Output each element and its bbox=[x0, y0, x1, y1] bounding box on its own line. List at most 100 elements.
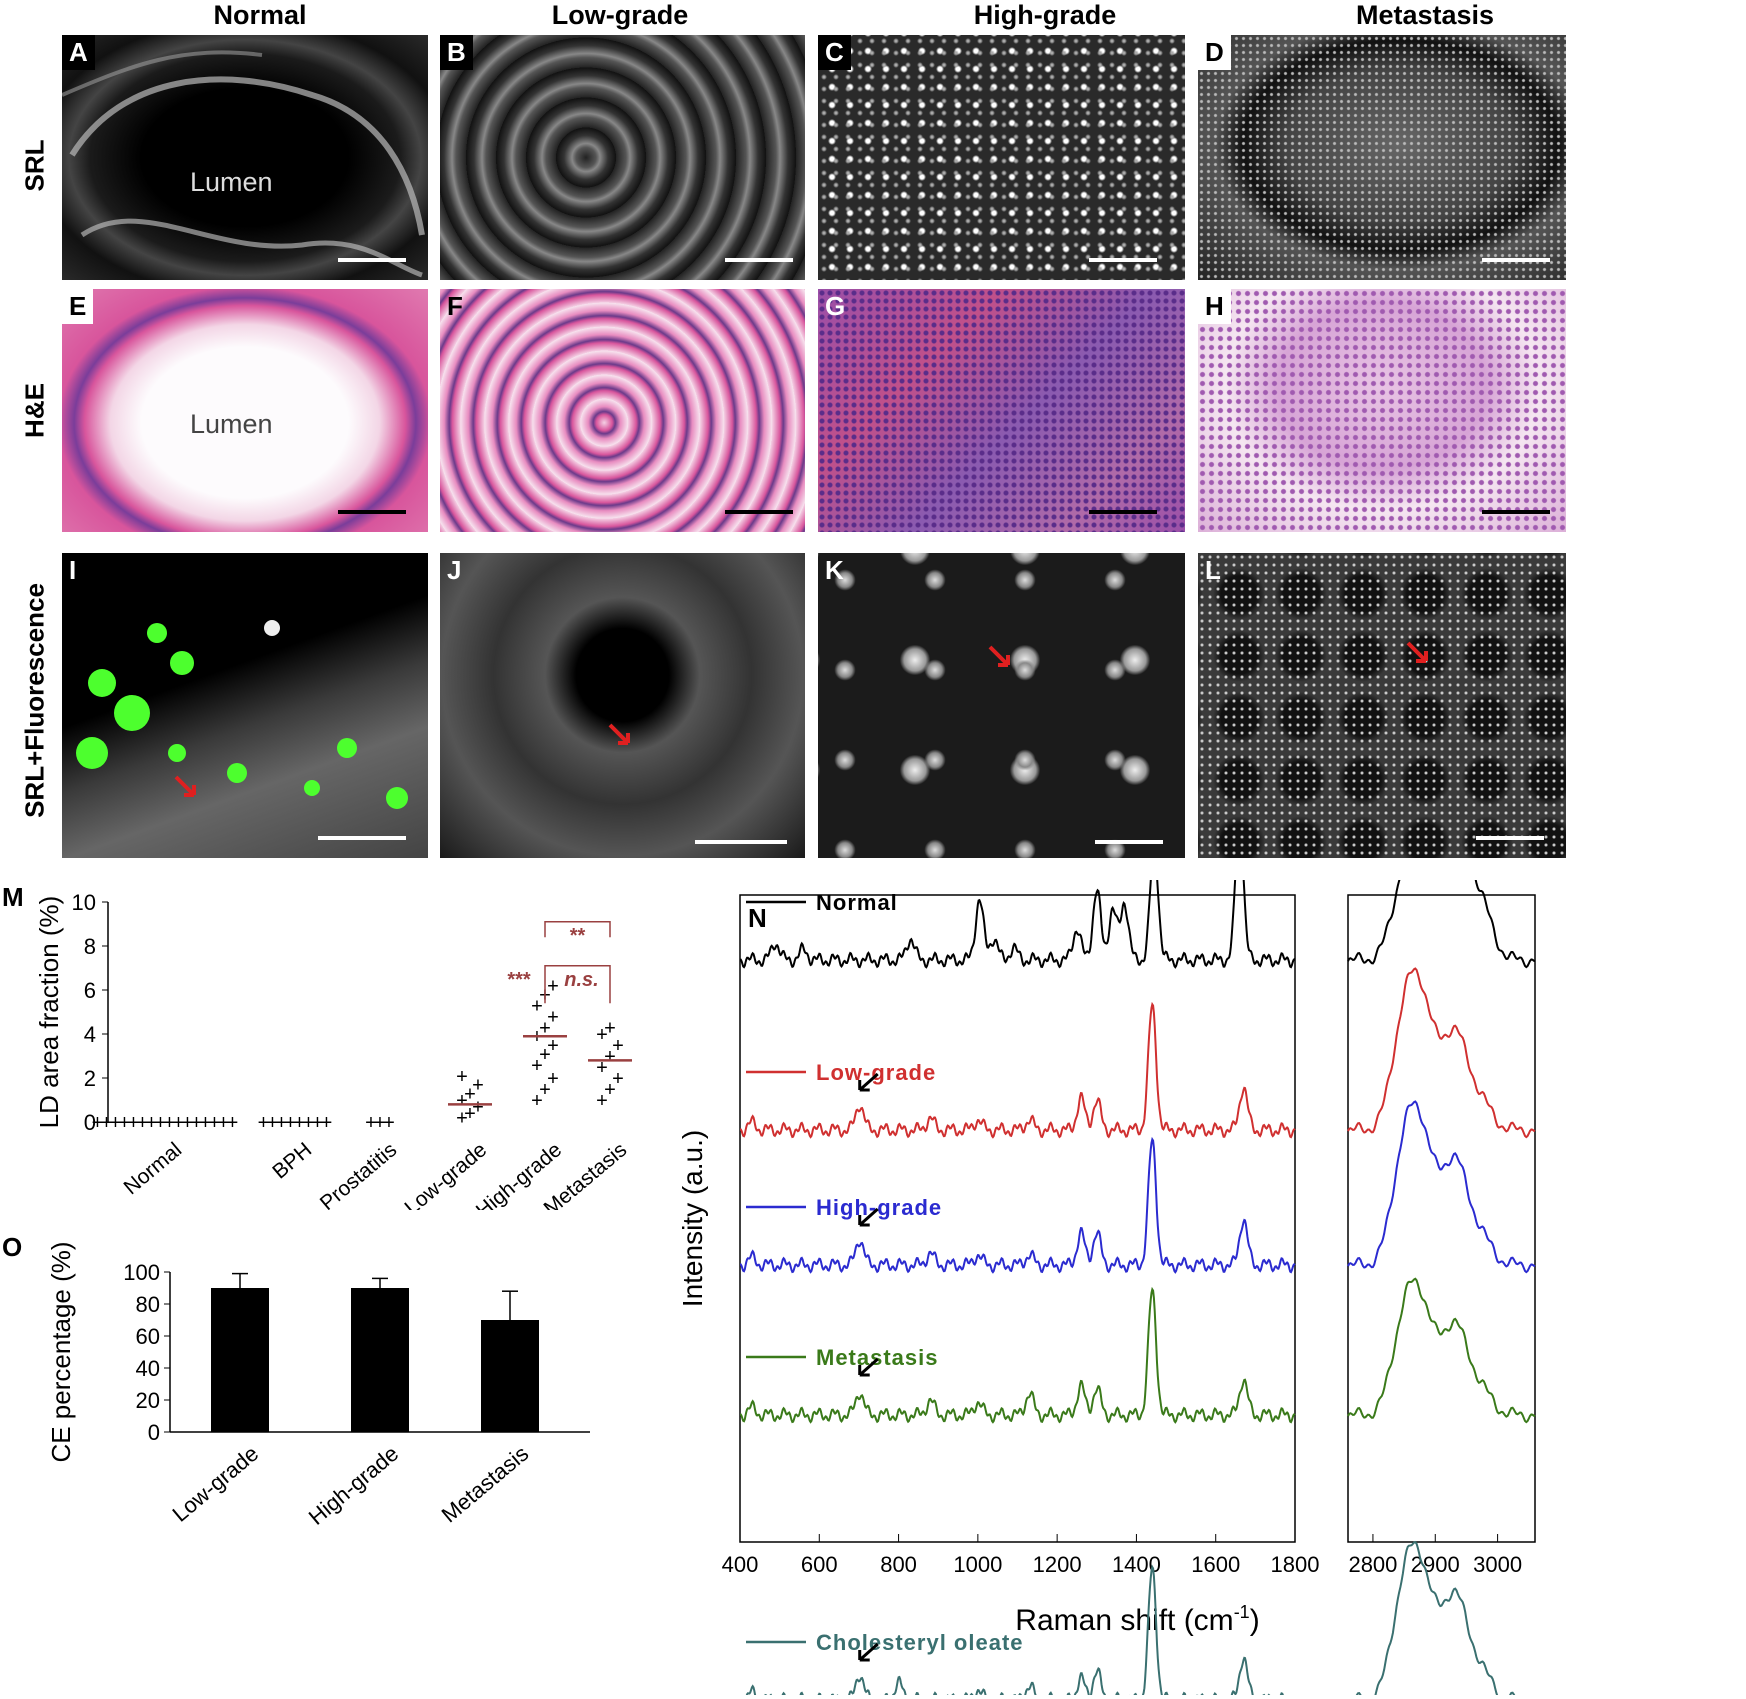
data-point: + bbox=[383, 1112, 395, 1134]
category-label: Metastasis bbox=[437, 1441, 534, 1528]
column-header-metastasis: Metastasis bbox=[1355, 0, 1495, 30]
data-point: + bbox=[596, 1024, 608, 1046]
significance-label: *** bbox=[507, 969, 531, 991]
panel-i-fluor-normal: I bbox=[62, 553, 428, 858]
x-axis-label-close: ) bbox=[1250, 1604, 1260, 1637]
bar bbox=[351, 1288, 409, 1432]
panel-letter-g: G bbox=[825, 291, 846, 321]
data-point: + bbox=[258, 1112, 270, 1134]
data-point: + bbox=[312, 1112, 324, 1134]
data-point: + bbox=[456, 1066, 468, 1088]
black-arrow-icon bbox=[858, 1357, 879, 1377]
panel-letter-k: K bbox=[825, 555, 844, 585]
spectrum-line-left bbox=[739, 1286, 1296, 1424]
significance-label: n.s. bbox=[564, 969, 598, 991]
panel-e-he-normal: E Lumen bbox=[62, 289, 428, 532]
y-tick-label: 0 bbox=[148, 1420, 160, 1445]
row-header-he: H&E bbox=[19, 383, 50, 438]
column-header-high-grade: High-grade bbox=[973, 0, 1117, 30]
right-plot-frame bbox=[1347, 894, 1536, 1543]
data-point: + bbox=[209, 1112, 221, 1134]
scale-bar bbox=[318, 836, 406, 840]
data-point: + bbox=[155, 1112, 167, 1134]
panel-letter-a: A bbox=[62, 35, 95, 70]
y-tick-label: 10 bbox=[72, 890, 96, 915]
panel-k-fluor-high-grade: K bbox=[818, 553, 1185, 858]
x-tick-label: 3000 bbox=[1473, 1552, 1522, 1577]
data-point: + bbox=[547, 1035, 559, 1057]
panel-letter-m: M bbox=[2, 882, 24, 912]
legend-label: Normal bbox=[816, 890, 898, 915]
y-tick-label: 2 bbox=[84, 1066, 96, 1091]
legend-label: Cholesteryl oleate bbox=[816, 1630, 1024, 1655]
panel-a-srl-normal: A Lumen bbox=[62, 35, 428, 280]
data-point: + bbox=[303, 1112, 315, 1134]
y-tick-label: 40 bbox=[136, 1356, 160, 1381]
spectrum-line-left bbox=[745, 1564, 1284, 1695]
data-point: + bbox=[539, 1079, 551, 1101]
data-point: + bbox=[200, 1112, 212, 1134]
legend-label: High-grade bbox=[816, 1195, 942, 1220]
scale-bar bbox=[1482, 510, 1550, 514]
y-tick-label: 6 bbox=[84, 978, 96, 1003]
black-arrow-icon bbox=[858, 1207, 879, 1227]
y-tick-label: 100 bbox=[123, 1260, 160, 1285]
ce-percentage-chart: 0 20 40 60 80 100 CE percentage (%) Low-grade Hi… bbox=[46, 1241, 590, 1530]
green-fluorescence-spots bbox=[76, 620, 408, 809]
data-point: + bbox=[472, 1075, 484, 1097]
legend-label: Low-grade bbox=[816, 1060, 936, 1085]
y-tick-label: 4 bbox=[84, 1022, 96, 1047]
data-point: + bbox=[547, 976, 559, 998]
data-point: + bbox=[547, 1068, 559, 1090]
data-point: + bbox=[276, 1112, 288, 1134]
panel-j-fluor-low-grade: J bbox=[440, 553, 805, 858]
data-point: + bbox=[596, 1090, 608, 1112]
scale-bar bbox=[725, 510, 793, 514]
x-tick-label: 2900 bbox=[1411, 1552, 1460, 1577]
panel-letter-h: H bbox=[1198, 289, 1231, 324]
legend-label: Metastasis bbox=[816, 1345, 939, 1370]
spectrum-line-right bbox=[1347, 1100, 1536, 1274]
red-arrow-icon bbox=[174, 775, 196, 797]
scale-bar bbox=[1095, 840, 1163, 844]
row-header-srl: SRL bbox=[19, 139, 50, 192]
panel-f-he-low-grade: F bbox=[440, 289, 805, 532]
data-point: + bbox=[539, 1044, 551, 1066]
scale-bar bbox=[1482, 258, 1550, 262]
row-header-srl-fluorescence: SRL+Fluorescence bbox=[19, 583, 50, 818]
spectrum-line-right bbox=[1347, 880, 1536, 969]
data-point: + bbox=[119, 1112, 131, 1134]
spectrum-line-left bbox=[739, 1136, 1296, 1274]
data-point: + bbox=[531, 1090, 543, 1112]
y-tick-label: 8 bbox=[84, 934, 96, 959]
data-point: + bbox=[164, 1112, 176, 1134]
data-point: + bbox=[612, 1068, 624, 1090]
data-point: + bbox=[294, 1112, 306, 1134]
data-point: + bbox=[146, 1112, 158, 1134]
x-tick-label: 400 bbox=[722, 1552, 759, 1577]
panel-letter-c: C bbox=[818, 35, 851, 70]
data-point: + bbox=[539, 1017, 551, 1039]
y-axis-label: LD area fraction (%) bbox=[34, 896, 64, 1129]
scale-bar bbox=[1476, 836, 1544, 840]
data-point: + bbox=[604, 1079, 616, 1101]
scale-bar bbox=[1089, 258, 1157, 262]
data-point: + bbox=[92, 1112, 104, 1134]
y-axis-label: Intensity (a.u.) bbox=[677, 1130, 708, 1307]
category-label: High-grade bbox=[304, 1441, 403, 1530]
x-tick-label: 1600 bbox=[1191, 1552, 1240, 1577]
significance-bracket bbox=[544, 921, 611, 938]
data-point: + bbox=[218, 1112, 230, 1134]
panel-letter-b: B bbox=[440, 35, 473, 70]
data-point: + bbox=[456, 1090, 468, 1112]
x-tick-label: 1000 bbox=[953, 1552, 1002, 1577]
panel-letter-d: D bbox=[1198, 35, 1231, 70]
lumen-label-he: Lumen bbox=[190, 409, 273, 439]
lumen-label-srl: Lumen bbox=[190, 167, 273, 197]
spectrum-line-right bbox=[1355, 1540, 1516, 1695]
y-tick-label: 0 bbox=[84, 1110, 96, 1135]
y-axis-label: CE percentage (%) bbox=[46, 1241, 76, 1462]
x-tick-label: 600 bbox=[801, 1552, 838, 1577]
x-tick-label: 1200 bbox=[1033, 1552, 1082, 1577]
data-point: + bbox=[191, 1112, 203, 1134]
